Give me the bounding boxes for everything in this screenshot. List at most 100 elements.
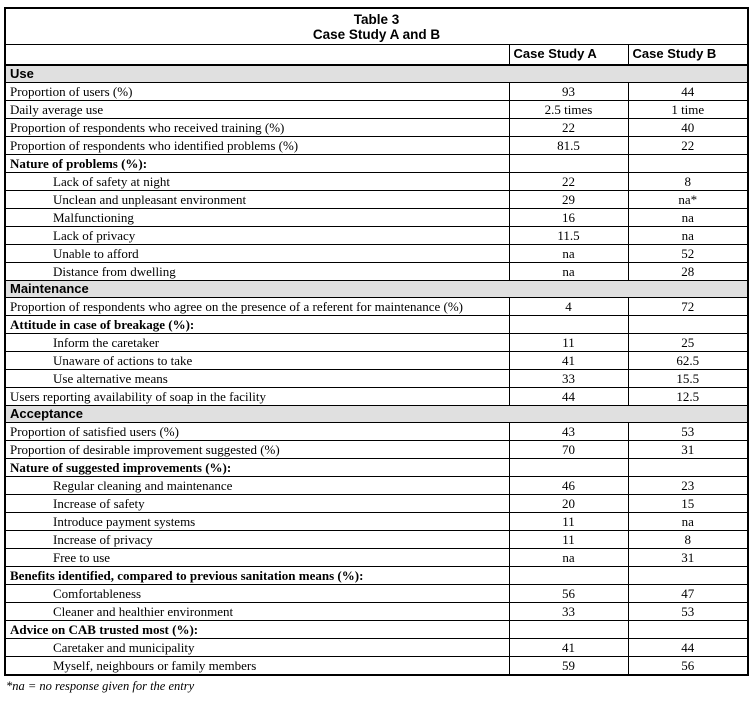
table-row: Malfunctioning 16 na xyxy=(4,208,749,227)
table-row: Proportion of respondents who agree on t… xyxy=(4,297,749,316)
value-case-study-b xyxy=(627,620,749,639)
value-case-study-a: 29 xyxy=(508,190,629,209)
row-label: Increase of safety xyxy=(4,494,510,513)
value-case-study-b: 12.5 xyxy=(627,387,749,406)
table-title-caption: Case Study A and B xyxy=(312,27,441,42)
value-case-study-b: 44 xyxy=(627,82,749,101)
value-case-study-a: 22 xyxy=(508,172,629,191)
table-row: Unaware of actions to take 41 62.5 xyxy=(4,351,749,370)
value-case-study-a: 20 xyxy=(508,494,629,513)
value-case-study-b: 62.5 xyxy=(627,351,749,370)
row-label: Proportion of respondents who agree on t… xyxy=(4,297,510,316)
value-case-study-a: 16 xyxy=(508,208,629,227)
value-case-study-b: 72 xyxy=(627,297,749,316)
row-subheader-label: Benefits identified, compared to previou… xyxy=(4,566,510,585)
row-label: Users reporting availability of soap in … xyxy=(4,387,510,406)
table-title-number: Table 3 xyxy=(353,12,400,27)
value-case-study-b: na xyxy=(627,208,749,227)
table-row: Lack of safety at night 22 8 xyxy=(4,172,749,191)
value-case-study-a: 22 xyxy=(508,118,629,137)
table-row: Introduce payment systems 11 na xyxy=(4,512,749,531)
table-row: Proportion of satisfied users (%) 43 53 xyxy=(4,422,749,441)
value-case-study-a: 11.5 xyxy=(508,226,629,245)
table-row: Unclean and unpleasant environment 29 na* xyxy=(4,190,749,209)
table-row: Unable to afford na 52 xyxy=(4,244,749,263)
value-case-study-b: 15 xyxy=(627,494,749,513)
row-subheader-label: Nature of problems (%): xyxy=(4,154,510,173)
value-case-study-a xyxy=(508,154,629,173)
value-case-study-b xyxy=(627,458,749,477)
value-case-study-a: 93 xyxy=(508,82,629,101)
value-case-study-a: na xyxy=(508,262,629,281)
table-row: Daily average use 2.5 times 1 time xyxy=(4,100,749,119)
value-case-study-b: 8 xyxy=(627,530,749,549)
row-label: Increase of privacy xyxy=(4,530,510,549)
value-case-study-b xyxy=(627,566,749,585)
value-case-study-a xyxy=(508,566,629,585)
value-case-study-a: 11 xyxy=(508,512,629,531)
value-case-study-a: 56 xyxy=(508,584,629,603)
row-label: Daily average use xyxy=(4,100,510,119)
value-case-study-a: na xyxy=(508,548,629,567)
table-row: Users reporting availability of soap in … xyxy=(4,387,749,406)
value-case-study-b: na* xyxy=(627,190,749,209)
value-case-study-a xyxy=(508,315,629,334)
row-subheader-label: Attitude in case of breakage (%): xyxy=(4,315,510,334)
value-case-study-b: na xyxy=(627,226,749,245)
value-case-study-b: 25 xyxy=(627,333,749,352)
row-label: Unable to afford xyxy=(4,244,510,263)
value-case-study-b: 1 time xyxy=(627,100,749,119)
value-case-study-a: 44 xyxy=(508,387,629,406)
row-label: Unclean and unpleasant environment xyxy=(4,190,510,209)
row-label: Use alternative means xyxy=(4,369,510,388)
header-case-study-b: Case Study B xyxy=(627,44,749,66)
table-row: Free to use na 31 xyxy=(4,548,749,567)
value-case-study-a: 11 xyxy=(508,530,629,549)
value-case-study-b: 47 xyxy=(627,584,749,603)
subheader-row: Nature of problems (%): xyxy=(4,154,749,173)
table-row: Comfortableness 56 47 xyxy=(4,584,749,603)
value-case-study-b: na xyxy=(627,512,749,531)
section-header-label: Use xyxy=(4,64,749,83)
table-row: Increase of safety 20 15 xyxy=(4,494,749,513)
table-row: Increase of privacy 11 8 xyxy=(4,530,749,549)
value-case-study-b: 8 xyxy=(627,172,749,191)
row-label: Proportion of satisfied users (%) xyxy=(4,422,510,441)
value-case-study-b: 52 xyxy=(627,244,749,263)
case-study-table: Table 3 Case Study A and B Case Study A … xyxy=(4,7,749,676)
section-header-label: Acceptance xyxy=(4,405,749,423)
value-case-study-a: 43 xyxy=(508,422,629,441)
value-case-study-b: 44 xyxy=(627,638,749,657)
row-label: Inform the caretaker xyxy=(4,333,510,352)
row-subheader-label: Nature of suggested improvements (%): xyxy=(4,458,510,477)
table-row: Proportion of respondents who identified… xyxy=(4,136,749,155)
header-empty-cell xyxy=(4,44,510,66)
subheader-row: Benefits identified, compared to previou… xyxy=(4,566,749,585)
value-case-study-b: 53 xyxy=(627,602,749,621)
value-case-study-b: 56 xyxy=(627,656,749,676)
row-label: Proportion of desirable improvement sugg… xyxy=(4,440,510,459)
value-case-study-b: 23 xyxy=(627,476,749,495)
subheader-row: Attitude in case of breakage (%): xyxy=(4,315,749,334)
section-header-row: Maintenance xyxy=(4,280,749,298)
value-case-study-a: 41 xyxy=(508,638,629,657)
value-case-study-a: 33 xyxy=(508,602,629,621)
table-row: Myself, neighbours or family members 59 56 xyxy=(4,656,749,676)
value-case-study-a: na xyxy=(508,244,629,263)
value-case-study-a: 46 xyxy=(508,476,629,495)
value-case-study-b: 22 xyxy=(627,136,749,155)
section-header-label: Maintenance xyxy=(4,280,749,298)
row-label: Introduce payment systems xyxy=(4,512,510,531)
value-case-study-a: 11 xyxy=(508,333,629,352)
table-row: Distance from dwelling na 28 xyxy=(4,262,749,281)
table-row: Proportion of respondents who received t… xyxy=(4,118,749,137)
table-row: Proportion of users (%) 93 44 xyxy=(4,82,749,101)
table-row: Cleaner and healthier environment 33 53 xyxy=(4,602,749,621)
row-label: Malfunctioning xyxy=(4,208,510,227)
table-row: Lack of privacy 11.5 na xyxy=(4,226,749,245)
value-case-study-a: 2.5 times xyxy=(508,100,629,119)
row-label: Cleaner and healthier environment xyxy=(4,602,510,621)
value-case-study-b: 40 xyxy=(627,118,749,137)
row-label: Lack of safety at night xyxy=(4,172,510,191)
